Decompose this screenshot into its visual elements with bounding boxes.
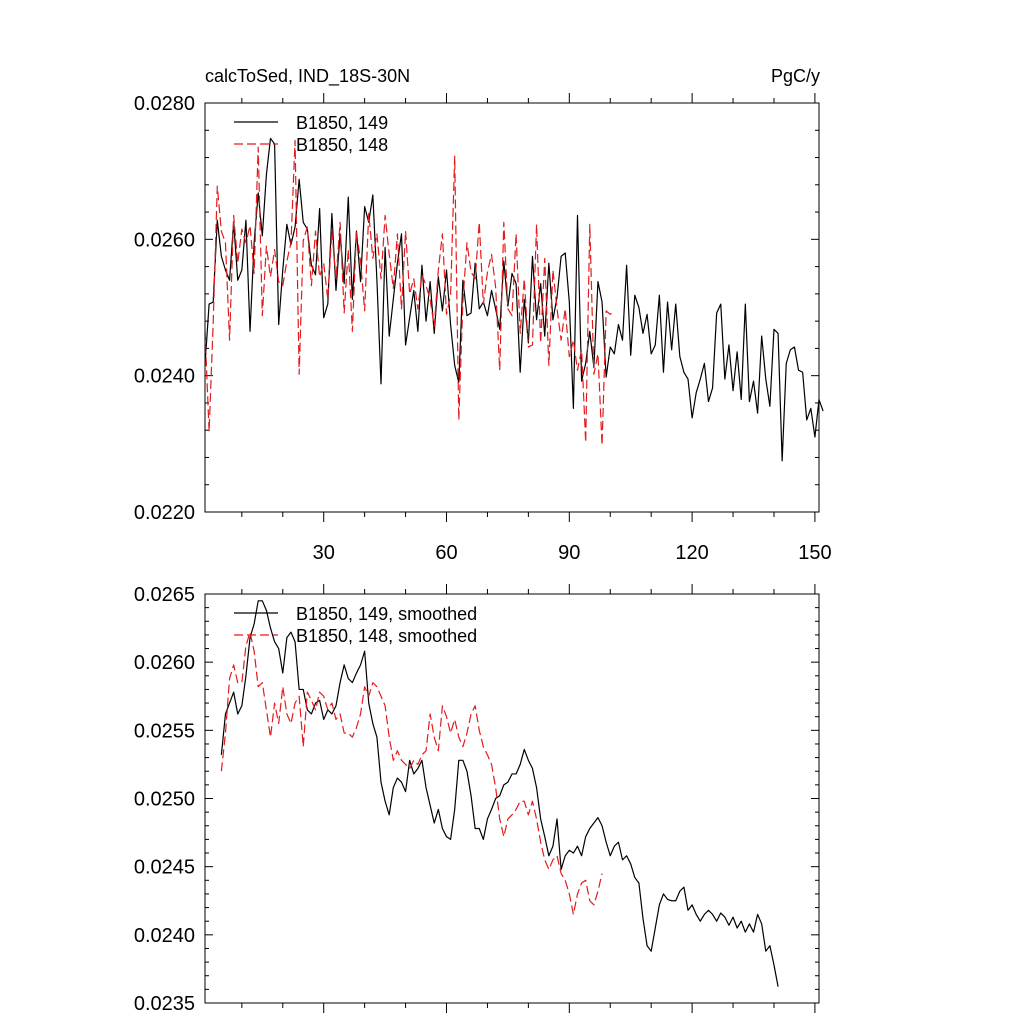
bottom-panel: 0.0235 0.0240 0.0245 0.0250 0.0255 0.0260 0.02…	[134, 584, 820, 1015]
top-axis-ticks: 0.0220 0.0240 0.0260 0.0280 30 60 90 120 150	[134, 93, 832, 564]
y-tick-label: 0.0250	[134, 789, 195, 811]
x-tick-label: 150	[798, 542, 831, 564]
x-tick-label: 120	[675, 542, 708, 564]
top-series-group	[204, 137, 824, 462]
series-line-black	[220, 600, 779, 987]
series-line-red	[204, 139, 615, 446]
y-tick-label: 0.0235	[134, 993, 195, 1015]
y-tick-label: 0.0240	[134, 366, 195, 388]
x-tick-label: 30	[313, 542, 335, 564]
y-tick-label: 0.0265	[134, 584, 195, 606]
top-title-left: calcToSed, IND_18S-30N	[205, 66, 410, 87]
x-tick-label: 60	[435, 542, 457, 564]
top-panel: calcToSed, IND_18S-30N PgC/y 0.0220 0.024…	[134, 66, 832, 564]
bottom-series-group	[220, 600, 779, 987]
y-tick-label: 0.0245	[134, 857, 195, 879]
y-tick-label: 0.0220	[134, 502, 195, 524]
top-plot-frame	[204, 102, 820, 513]
bottom-axis-ticks: 0.0235 0.0240 0.0245 0.0250 0.0255 0.0260 0.02…	[134, 584, 819, 1015]
legend-label: B1850, 149, smoothed	[296, 604, 477, 624]
legend-label: B1850, 149	[296, 113, 388, 133]
series-line-red	[220, 631, 603, 915]
bottom-plot-frame	[204, 593, 820, 1004]
y-tick-label: 0.0280	[134, 93, 195, 115]
x-tick-label: 90	[558, 542, 580, 564]
legend-label: B1850, 148, smoothed	[296, 626, 477, 646]
y-tick-label: 0.0240	[134, 925, 195, 947]
legend-label: B1850, 148	[296, 135, 388, 155]
top-title-right: PgC/y	[771, 66, 820, 86]
y-tick-label: 0.0255	[134, 720, 195, 742]
y-tick-label: 0.0260	[134, 652, 195, 674]
y-tick-label: 0.0260	[134, 229, 195, 251]
